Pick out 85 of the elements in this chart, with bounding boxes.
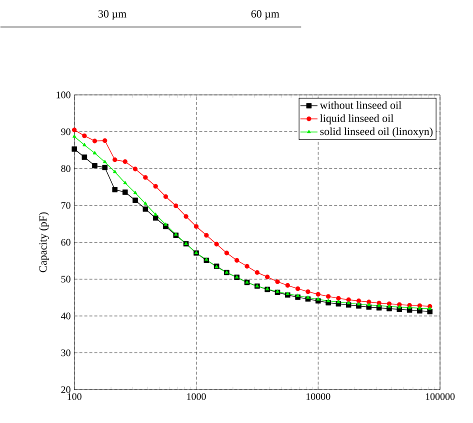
point (174, 204, 178, 208)
point (377, 304, 381, 308)
point (387, 304, 392, 308)
point (408, 306, 412, 309)
point (133, 191, 138, 194)
point (306, 296, 310, 299)
x-tick-label: 100 (68, 393, 82, 400)
point (356, 302, 361, 306)
point (123, 181, 127, 184)
y-tick-label: 70 (61, 202, 70, 209)
point (417, 308, 422, 314)
point (346, 301, 350, 304)
point (92, 151, 97, 155)
point (214, 242, 219, 247)
point (336, 300, 340, 304)
point (154, 212, 158, 216)
point (92, 138, 98, 144)
point (356, 298, 362, 304)
point (254, 270, 260, 276)
point (367, 303, 371, 306)
x-tick-label: 10000 (306, 393, 330, 400)
point (286, 292, 290, 296)
point (113, 170, 117, 174)
point (164, 222, 168, 226)
point (103, 160, 107, 164)
point (142, 206, 148, 212)
point (275, 280, 280, 284)
point (244, 264, 250, 269)
legend-label: without linseed oil (320, 101, 402, 110)
point (316, 292, 320, 297)
point (336, 296, 341, 301)
point (122, 159, 128, 164)
point (306, 289, 310, 294)
y-tick-label: 30 (61, 350, 70, 356)
point (398, 305, 402, 309)
y-tick-label: 50 (61, 276, 70, 283)
point (184, 214, 188, 220)
point (102, 165, 108, 170)
point (112, 158, 118, 162)
y-tick-label: 20 (61, 386, 70, 394)
point (264, 274, 270, 280)
point (92, 163, 98, 168)
point (326, 294, 331, 299)
point (346, 298, 351, 302)
y-tick-label: 40 (61, 312, 70, 320)
point (204, 258, 208, 261)
point (112, 187, 118, 192)
point (132, 198, 138, 204)
point (316, 298, 320, 301)
point (194, 224, 199, 229)
point (326, 299, 330, 302)
point (132, 166, 138, 172)
point (296, 294, 300, 298)
point (224, 250, 230, 256)
point (82, 143, 86, 146)
text: 30 µm (98, 10, 126, 20)
point (143, 175, 148, 180)
point (285, 283, 290, 288)
legend-label: liquid linseed oil (320, 114, 394, 124)
point (72, 128, 77, 132)
point (72, 134, 76, 138)
y-tick-label: 60 (61, 239, 70, 246)
point (153, 184, 158, 189)
y-tick-label: 80 (61, 165, 70, 172)
point (366, 300, 372, 304)
point (72, 146, 77, 152)
point (295, 286, 300, 292)
point (82, 134, 87, 138)
x-tick-label: 1000 (187, 393, 206, 400)
point (122, 190, 128, 196)
point (174, 232, 178, 236)
text: 60 µm (251, 10, 280, 20)
point (418, 306, 422, 310)
y-tick-label: 90 (61, 128, 70, 136)
x-tick-label: 100000 (426, 393, 455, 400)
point (82, 154, 88, 160)
point (204, 233, 209, 238)
point (102, 138, 108, 144)
point (163, 194, 168, 200)
point (428, 306, 432, 310)
y-tick-label: 100 (56, 92, 70, 98)
point (234, 258, 240, 263)
legend-label: solid linseed oil (linoxyn) (320, 128, 433, 138)
y-axis-title: Capacity (pF) (38, 212, 49, 272)
point (144, 202, 148, 205)
